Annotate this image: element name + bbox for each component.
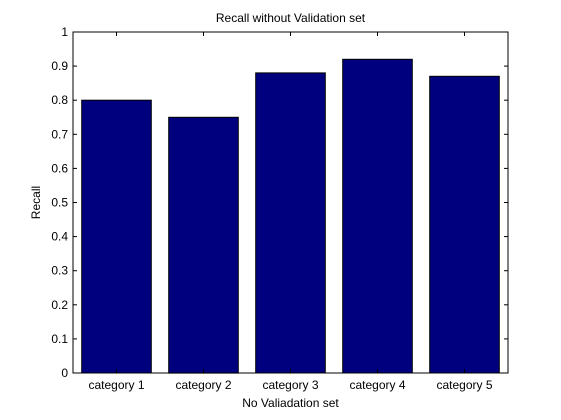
plot-area [72,31,509,374]
y-tick-label: 0.7 [51,127,68,141]
y-tick-label: 0.3 [51,264,68,278]
bars-group [81,58,500,374]
x-tick-label: category 2 [175,378,231,392]
y-tick-label: 0.8 [51,93,68,107]
y-tick-label: 0 [61,366,68,380]
x-tick-label: category 4 [349,378,405,392]
bar-5 [429,75,500,374]
y-tick-label: 0.1 [51,332,68,346]
x-axis-ticks: category 1 category 2 category 3 category 4… [88,32,493,392]
bar-1 [81,99,152,374]
x-tick-label: category 5 [436,378,492,392]
y-axis-label: Recall [29,186,43,219]
y-tick-label: 1 [61,25,68,39]
x-axis-label: No Valiadation set [242,396,339,410]
y-tick-label: 0.4 [51,230,68,244]
bar-4 [342,58,413,374]
x-tick-label: category 3 [262,378,318,392]
y-axis-ticks: 0 0.1 0.2 0.3 0.4 0.5 0.6 0.7 0.8 0.9 1 [51,25,508,380]
y-tick-label: 0.6 [51,161,68,175]
x-tick-label: category 1 [88,378,144,392]
bar-2 [168,116,239,374]
bar-3 [255,72,326,374]
y-tick-label: 0.5 [51,196,68,210]
chart-title: Recall without Validation set [216,11,366,25]
y-tick-label: 0.9 [51,59,68,73]
y-tick-label: 0.2 [51,298,68,312]
